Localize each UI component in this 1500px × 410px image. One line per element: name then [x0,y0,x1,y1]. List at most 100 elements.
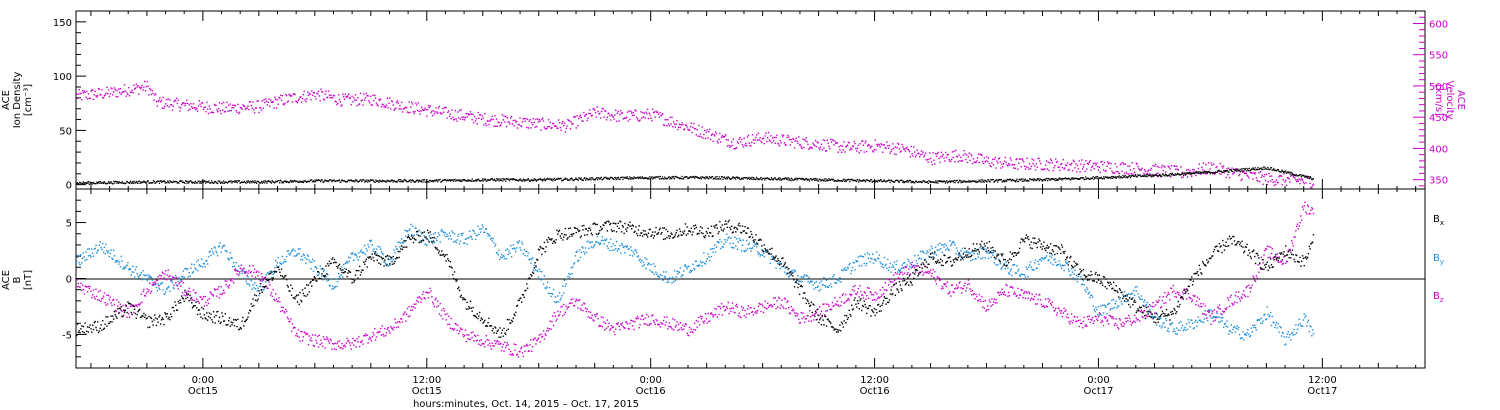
velocity-point [791,141,793,143]
density-point [681,175,683,178]
density-point [188,181,190,183]
velocity-point [1312,183,1315,185]
by-point [1088,291,1090,294]
by-point [772,255,774,257]
velocity-point [1197,167,1200,170]
by-point [757,253,760,256]
velocity-point [910,145,912,148]
density-point [76,181,79,184]
density-point [1115,177,1117,179]
by-point [963,251,965,253]
density-point [805,178,808,180]
velocity-point [296,101,299,104]
velocity-point [241,108,243,110]
by-point [1199,319,1201,321]
velocity-point [689,126,692,128]
density-point [202,181,204,184]
by-point [508,250,510,252]
density-point [254,180,256,182]
by-point [1225,325,1227,327]
velocity-point [89,97,91,100]
density-point [1162,173,1164,175]
velocity-tick-label: 350 [1429,176,1448,187]
density-point [1019,179,1021,181]
by-point [1169,323,1171,325]
velocity-point [779,139,782,142]
density-point [1121,177,1123,179]
density-point [838,180,840,182]
velocity-point [573,116,575,118]
density-point [956,179,958,181]
by-point [248,283,250,285]
velocity-point [938,157,940,160]
velocity-point [297,99,300,102]
velocity-point [946,154,949,156]
by-point [803,274,806,276]
velocity-point [505,115,507,118]
density-point [135,180,138,183]
density-point [482,178,484,180]
velocity-point [200,105,202,108]
velocity-point [1280,175,1282,177]
density-point [325,180,327,182]
by-point [1084,289,1086,291]
density-point [87,181,90,183]
density-point [453,178,455,181]
by-point [206,263,209,265]
density-point [450,179,452,181]
density-point [178,182,180,184]
density-point [763,177,765,179]
density-point [1170,174,1173,176]
velocity-tick-label: 550 [1429,51,1448,62]
density-point [470,180,473,182]
by-point [955,247,958,249]
velocity-point [924,152,927,154]
density-point [1069,178,1071,181]
by-point [585,251,588,254]
density-point [79,182,82,184]
by-point [525,250,527,253]
velocity-point [1177,169,1179,171]
velocity-point [804,140,807,142]
by-point [136,273,138,275]
velocity-point [751,134,754,136]
density-point [592,178,594,180]
density-point [790,179,792,182]
velocity-point [515,120,518,123]
density-point [782,177,785,180]
density-point [289,180,291,183]
velocity-point [244,108,247,110]
density-point [868,180,870,182]
by-point [719,247,722,250]
density-point [557,177,559,179]
velocity-point [1295,180,1298,183]
density-point [759,178,761,180]
density-point [787,179,789,181]
density-point [217,180,220,182]
velocity-point [220,112,222,115]
by-point [898,270,901,272]
by-point [1095,306,1097,309]
density-point [137,180,140,183]
by-point [300,258,302,261]
density-point [940,180,942,182]
by-point [1144,305,1147,307]
by-point [1125,300,1127,303]
velocity-point [97,88,100,90]
density-point [1104,176,1106,178]
density-point [559,177,561,179]
density-point [682,178,684,180]
density-point [1144,175,1147,177]
velocity-point [341,104,343,106]
velocity-point [552,122,554,125]
density-point [370,179,372,181]
by-point [697,265,699,268]
density-point [1159,174,1161,176]
density-point [324,179,326,181]
velocity-point [143,86,145,89]
density-point [452,179,454,181]
density-point [651,176,653,178]
velocity-point [410,106,412,108]
density-point [1179,173,1181,176]
velocity-point [956,156,959,158]
